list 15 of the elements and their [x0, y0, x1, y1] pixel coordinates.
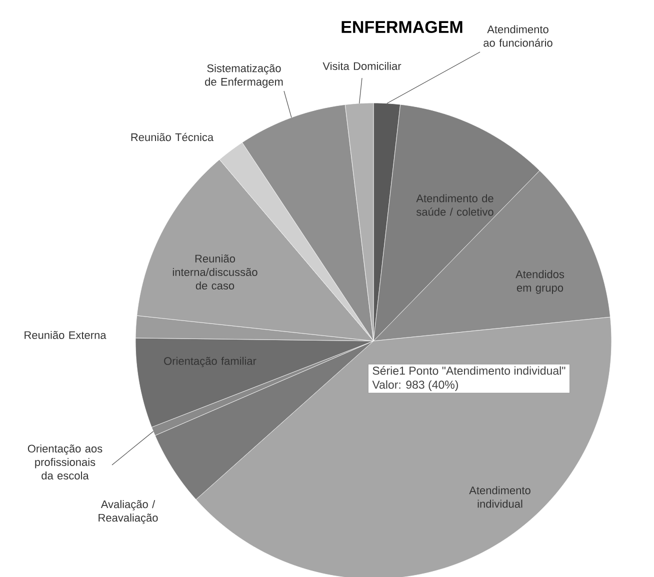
chart-title: ENFERMAGEM	[342, 20, 462, 34]
slice-label: Avaliação / Reavaliação	[98, 500, 158, 524]
slice-label: Reunião interna/discussão de caso	[172, 254, 258, 290]
slice-label: Orientação familiar	[164, 356, 256, 368]
slice-label: Atendidos em grupo	[516, 270, 564, 294]
slice-label: Sistematização de Enfermagem	[205, 64, 283, 88]
text: Valor: 983 (40%)	[372, 380, 458, 392]
slice-label: Orientação aos profissionais da escola	[28, 444, 102, 480]
slice-label: Reunião Externa	[24, 330, 106, 340]
slice-label: Atendimento ao funcionário	[484, 25, 552, 47]
slice-label: Atendimento de saúde / coletivo	[416, 194, 494, 216]
slice-label: Reunião Técnica	[131, 132, 214, 142]
slice-label: Atendimento individual	[469, 486, 530, 508]
text: Série1 Ponto "Atendimento individual"	[372, 366, 566, 375]
slice-label: Visita Domiciliar	[322, 62, 402, 70]
